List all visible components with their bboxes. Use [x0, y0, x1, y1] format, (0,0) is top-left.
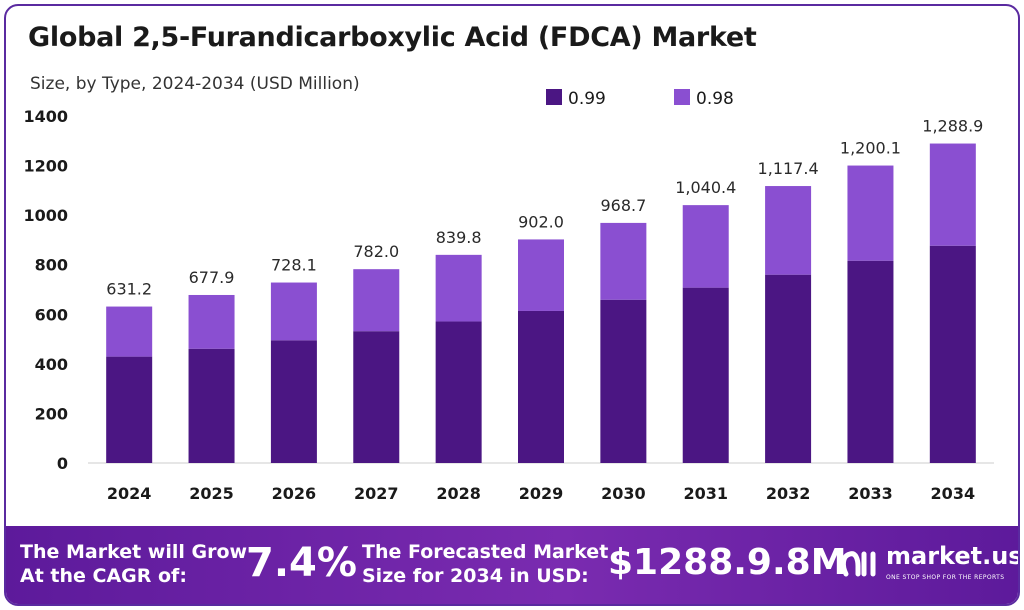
cagr-label-line1: The Market will Grow	[20, 541, 248, 563]
bar-2030-series-0-98	[600, 222, 647, 300]
bar-2029-series-0-99	[518, 310, 564, 463]
forecast-label-line1: The Forecasted Market	[362, 541, 609, 563]
data-label-2027: 782.0	[353, 242, 399, 261]
data-label-2025: 677.9	[189, 268, 235, 287]
bar-2033-series-0-98	[847, 165, 894, 261]
x-tick-label-2029: 2029	[519, 484, 564, 503]
bar-2032-series-0-98	[765, 186, 812, 275]
bar-2034-series-0-98	[929, 143, 976, 246]
data-label-2031: 1,040.4	[675, 178, 736, 197]
cagr-label-line2: At the CAGR of:	[20, 565, 187, 587]
x-tick-label-2030: 2030	[601, 484, 646, 503]
y-tick-label: 400	[35, 355, 68, 374]
y-tick-label: 200	[35, 404, 68, 423]
data-label-2024: 631.2	[106, 280, 152, 299]
bar-2034-series-0-99	[929, 245, 976, 463]
data-label-2030: 968.7	[600, 196, 646, 215]
data-label-2033: 1,200.1	[840, 139, 901, 158]
forecast-label-line2: Size for 2034 in USD:	[362, 565, 589, 587]
bar-2026-series-0-99	[270, 340, 317, 463]
brand-tagline: ONE STOP SHOP FOR THE REPORTS	[886, 574, 1005, 581]
x-tick-label-2026: 2026	[272, 484, 317, 503]
data-label-2029: 902.0	[518, 212, 564, 231]
y-tick-label: 1000	[23, 206, 68, 225]
x-tick-label-2024: 2024	[107, 484, 152, 503]
summary-banner: The Market will Grow At the CAGR of: 7.4…	[6, 526, 1018, 604]
data-label-2028: 839.8	[436, 228, 482, 247]
data-label-2034: 1,288.9	[922, 117, 983, 136]
y-tick-label: 0	[57, 454, 68, 473]
bar-2027-series-0-99	[353, 331, 400, 463]
y-tick-label: 1400	[23, 107, 68, 126]
x-tick-label-2025: 2025	[189, 484, 234, 503]
chart-title: Global 2,5-Furandicarboxylic Acid (FDCA)…	[28, 22, 757, 53]
bar-2026-series-0-98	[270, 282, 317, 341]
bar-2025-series-0-98	[188, 294, 235, 349]
x-tick-label-2033: 2033	[848, 484, 893, 503]
bar-2033-series-0-99	[847, 260, 894, 463]
bar-2025-series-0-99	[188, 348, 235, 463]
bar-2031-series-0-99	[682, 287, 729, 463]
stacked-bar-chart: 0 200 400 600 800 1000 1200 1400 631.2 2024 677.9 2…	[23, 89, 994, 503]
x-tick-label-2034: 2034	[931, 484, 976, 503]
chart-subtitle: Size, by Type, 2024-2034 (USD Million)	[30, 74, 360, 94]
cagr-value: 7.4%	[246, 540, 357, 586]
bar-2028-series-0-98	[435, 254, 482, 322]
data-label-2026: 728.1	[271, 256, 317, 275]
bar-2024-series-0-99	[106, 356, 153, 463]
bar-2031-series-0-98	[682, 205, 729, 288]
y-tick-label: 800	[35, 256, 68, 275]
data-label-2032: 1,117.4	[758, 159, 819, 178]
legend-label-0-98: 0.98	[696, 89, 734, 109]
brand-name: market.us	[886, 542, 1020, 570]
bar-2032-series-0-99	[765, 274, 812, 463]
legend-label-0-99: 0.99	[568, 89, 606, 109]
x-tick-label-2031: 2031	[683, 484, 728, 503]
bar-2028-series-0-99	[435, 321, 482, 463]
market-us-logo-icon	[840, 551, 876, 577]
x-tick-label-2032: 2032	[766, 484, 811, 503]
legend-swatch-0-98	[674, 89, 690, 105]
y-tick-label: 1200	[23, 157, 68, 176]
bar-2030-series-0-99	[600, 299, 647, 463]
bar-2029-series-0-98	[518, 239, 564, 311]
chart-card: Global 2,5-Furandicarboxylic Acid (FDCA)…	[4, 4, 1020, 606]
legend-swatch-0-99	[546, 89, 562, 105]
x-tick-label-2027: 2027	[354, 484, 399, 503]
bar-2027-series-0-98	[353, 269, 400, 332]
x-tick-label-2028: 2028	[436, 484, 481, 503]
bar-2024-series-0-98	[106, 306, 153, 357]
forecast-value: $1288.9.8M	[608, 542, 847, 583]
y-tick-label: 600	[35, 305, 68, 324]
